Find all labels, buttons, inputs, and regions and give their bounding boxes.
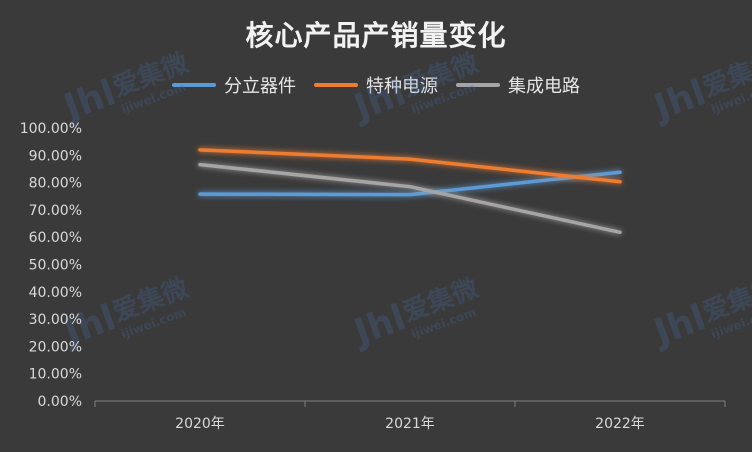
legend-swatch-discrete (172, 83, 216, 87)
legend-swatch-ic (456, 83, 500, 87)
x-tick-label: 2020年 (175, 416, 225, 432)
legend-label-power: 特种电源 (366, 76, 438, 97)
legend-item-ic: 集成电路 (456, 72, 580, 98)
legend: 分立器件 特种电源 集成电路 (0, 72, 752, 98)
legend-swatch-power (314, 83, 358, 87)
y-tick-label: 80.00% (29, 176, 82, 192)
y-tick-label: 10.00% (29, 367, 82, 383)
y-tick-label: 0.00% (38, 394, 82, 410)
y-tick-label: 70.00% (29, 203, 82, 219)
legend-item-discrete: 分立器件 (172, 72, 296, 98)
axes: 0.00% 10.00% 20.00% 30.00% 40.00% 50.00% 60.00… (20, 121, 726, 432)
y-tick-label: 100.00% (20, 121, 82, 137)
x-tick-label: 2022年 (595, 416, 645, 432)
series-line-1 (198, 148, 622, 184)
legend-label-ic: 集成电路 (508, 76, 580, 97)
series-layer (198, 148, 622, 235)
legend-label-discrete: 分立器件 (224, 76, 296, 97)
y-tick-label: 90.00% (29, 148, 82, 164)
y-tick-label: 50.00% (29, 258, 82, 274)
y-tick-label: 40.00% (29, 285, 82, 301)
y-tick-label: 60.00% (29, 230, 82, 246)
y-tick-label: 20.00% (29, 339, 82, 355)
legend-item-power: 特种电源 (314, 72, 438, 98)
chart-title: 核心产品产销量变化 (245, 19, 507, 52)
x-tick-label: 2021年 (385, 416, 435, 432)
y-tick-label: 30.00% (29, 312, 82, 328)
